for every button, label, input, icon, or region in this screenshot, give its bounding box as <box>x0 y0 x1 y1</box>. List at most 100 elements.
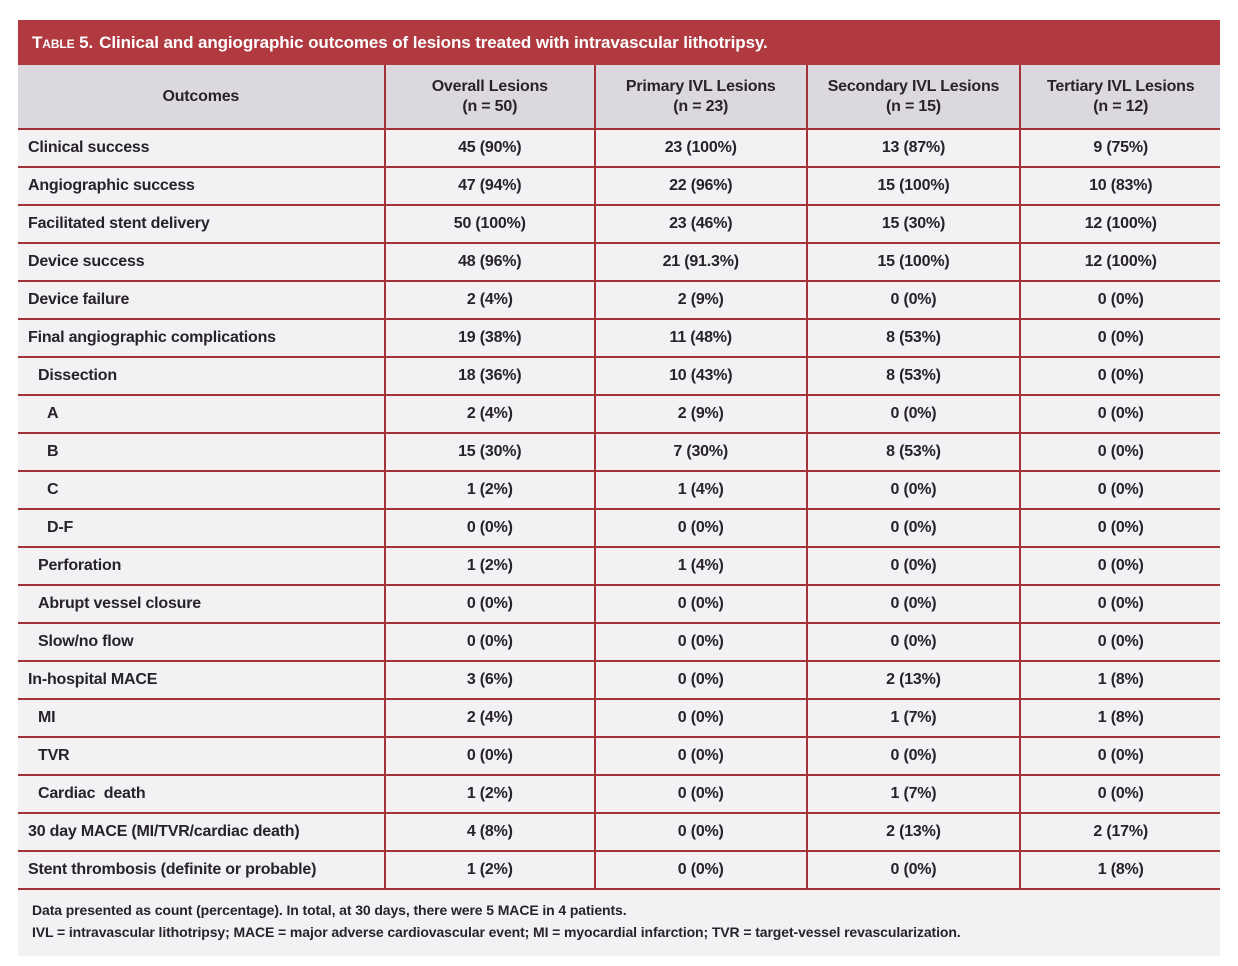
table-row: Dissection 18 (36%) 10 (43%) 8 (53%) 0 (… <box>18 356 1220 395</box>
table-row: Device success 48 (96%) 21 (91.3%) 15 (1… <box>18 242 1220 281</box>
outcome-label: MI <box>18 698 385 737</box>
outcome-label: Abrupt vessel closure <box>18 584 385 623</box>
table-row: A 2 (4%) 2 (9%) 0 (0%) 0 (0%) <box>18 394 1220 433</box>
primary-value: 7 (30%) <box>593 432 807 471</box>
tertiary-value: 0 (0%) <box>1019 774 1220 813</box>
overall-value: 18 (36%) <box>383 356 595 395</box>
overall-value: 45 (90%) <box>383 128 595 167</box>
table-row: Device failure 2 (4%) 2 (9%) 0 (0%) 0 (0… <box>18 280 1220 319</box>
overall-value: 2 (4%) <box>383 394 595 433</box>
primary-value: 0 (0%) <box>593 736 807 775</box>
tertiary-value: 1 (8%) <box>1019 660 1220 699</box>
secondary-value: 8 (53%) <box>805 356 1021 395</box>
table-row: 30 day MACE (MI/TVR/cardiac death) 4 (8%… <box>18 812 1220 851</box>
overall-value: 3 (6%) <box>383 660 595 699</box>
overall-value: 4 (8%) <box>383 812 595 851</box>
table-title: Clinical and angiographic outcomes of le… <box>99 32 768 52</box>
tertiary-value: 0 (0%) <box>1019 356 1220 395</box>
outcome-label: 30 day MACE (MI/TVR/cardiac death) <box>18 812 385 851</box>
outcome-label: Final angiographic complications <box>18 318 385 357</box>
secondary-value: 2 (13%) <box>805 660 1021 699</box>
tertiary-value: 12 (100%) <box>1019 242 1220 281</box>
primary-value: 23 (46%) <box>593 204 807 243</box>
outcome-label: Facilitated stent delivery <box>18 204 385 243</box>
secondary-value: 15 (30%) <box>805 204 1021 243</box>
overall-value: 19 (38%) <box>383 318 595 357</box>
table-row: Clinical success 45 (90%) 23 (100%) 13 (… <box>18 128 1220 167</box>
table-title-bar: Table 5. Clinical and angiographic outco… <box>18 20 1220 65</box>
primary-value: 0 (0%) <box>593 622 807 661</box>
secondary-value: 8 (53%) <box>805 318 1021 357</box>
table-row: Cardiac death 1 (2%) 0 (0%) 1 (7%) 0 (0%… <box>18 774 1220 813</box>
footnote-line-1: Data presented as count (percentage). In… <box>32 902 627 918</box>
primary-value: 2 (9%) <box>593 280 807 319</box>
secondary-value: 0 (0%) <box>805 280 1021 319</box>
secondary-value: 0 (0%) <box>805 584 1021 623</box>
overall-value: 1 (2%) <box>383 470 595 509</box>
table-number: Table 5. <box>32 32 94 52</box>
outcome-label: Dissection <box>18 356 385 395</box>
primary-value: 23 (100%) <box>593 128 807 167</box>
overall-value: 1 (2%) <box>383 850 595 890</box>
outcome-label: C <box>18 470 385 509</box>
outcome-label: Angiographic success <box>18 166 385 205</box>
tertiary-value: 9 (75%) <box>1019 128 1220 167</box>
table-body: Clinical success 45 (90%) 23 (100%) 13 (… <box>18 128 1220 890</box>
overall-value: 2 (4%) <box>383 280 595 319</box>
column-header-primary: Primary IVL Lesions (n = 23) <box>593 65 807 129</box>
primary-value: 0 (0%) <box>593 812 807 851</box>
overall-value: 2 (4%) <box>383 698 595 737</box>
primary-value: 0 (0%) <box>593 850 807 890</box>
primary-value: 21 (91.3%) <box>593 242 807 281</box>
tertiary-value: 0 (0%) <box>1019 736 1220 775</box>
outcome-label: Device success <box>18 242 385 281</box>
table-row: C 1 (2%) 1 (4%) 0 (0%) 0 (0%) <box>18 470 1220 509</box>
overall-value: 0 (0%) <box>383 508 595 547</box>
secondary-value: 0 (0%) <box>805 394 1021 433</box>
secondary-value: 15 (100%) <box>805 166 1021 205</box>
tertiary-value: 0 (0%) <box>1019 318 1220 357</box>
secondary-value: 0 (0%) <box>805 546 1021 585</box>
overall-value: 1 (2%) <box>383 546 595 585</box>
tertiary-value: 0 (0%) <box>1019 584 1220 623</box>
tertiary-value: 1 (8%) <box>1019 850 1220 890</box>
table-row: Abrupt vessel closure 0 (0%) 0 (0%) 0 (0… <box>18 584 1220 623</box>
secondary-value: 0 (0%) <box>805 736 1021 775</box>
tertiary-value: 10 (83%) <box>1019 166 1220 205</box>
tertiary-value: 0 (0%) <box>1019 394 1220 433</box>
outcome-label: B <box>18 432 385 471</box>
primary-value: 0 (0%) <box>593 508 807 547</box>
outcome-label: Stent thrombosis (definite or probable) <box>18 850 385 890</box>
table-row: Perforation 1 (2%) 1 (4%) 0 (0%) 0 (0%) <box>18 546 1220 585</box>
table-row: D-F 0 (0%) 0 (0%) 0 (0%) 0 (0%) <box>18 508 1220 547</box>
secondary-value: 8 (53%) <box>805 432 1021 471</box>
header-row: Outcomes Overall Lesions (n = 50) Primar… <box>18 65 1220 129</box>
outcome-label: Clinical success <box>18 128 385 167</box>
secondary-value: 0 (0%) <box>805 508 1021 547</box>
overall-value: 0 (0%) <box>383 584 595 623</box>
primary-value: 0 (0%) <box>593 774 807 813</box>
table-row: Final angiographic complications 19 (38%… <box>18 318 1220 357</box>
table-row: B 15 (30%) 7 (30%) 8 (53%) 0 (0%) <box>18 432 1220 471</box>
outcomes-table: Outcomes Overall Lesions (n = 50) Primar… <box>18 65 1220 890</box>
primary-value: 10 (43%) <box>593 356 807 395</box>
overall-value: 15 (30%) <box>383 432 595 471</box>
primary-value: 11 (48%) <box>593 318 807 357</box>
table-row: Slow/no flow 0 (0%) 0 (0%) 0 (0%) 0 (0%) <box>18 622 1220 661</box>
table-row: TVR 0 (0%) 0 (0%) 0 (0%) 0 (0%) <box>18 736 1220 775</box>
table-row: Stent thrombosis (definite or probable) … <box>18 850 1220 890</box>
overall-value: 0 (0%) <box>383 622 595 661</box>
outcome-label: D-F <box>18 508 385 547</box>
column-header-outcomes: Outcomes <box>18 65 385 129</box>
primary-value: 1 (4%) <box>593 546 807 585</box>
tertiary-value: 0 (0%) <box>1019 546 1220 585</box>
column-header-secondary: Secondary IVL Lesions (n = 15) <box>805 65 1021 129</box>
secondary-value: 1 (7%) <box>805 698 1021 737</box>
outcome-label: Perforation <box>18 546 385 585</box>
column-header-overall: Overall Lesions (n = 50) <box>383 65 595 129</box>
overall-value: 48 (96%) <box>383 242 595 281</box>
overall-value: 0 (0%) <box>383 736 595 775</box>
column-header-tertiary: Tertiary IVL Lesions (n = 12) <box>1019 65 1220 129</box>
outcome-label: Device failure <box>18 280 385 319</box>
overall-value: 47 (94%) <box>383 166 595 205</box>
